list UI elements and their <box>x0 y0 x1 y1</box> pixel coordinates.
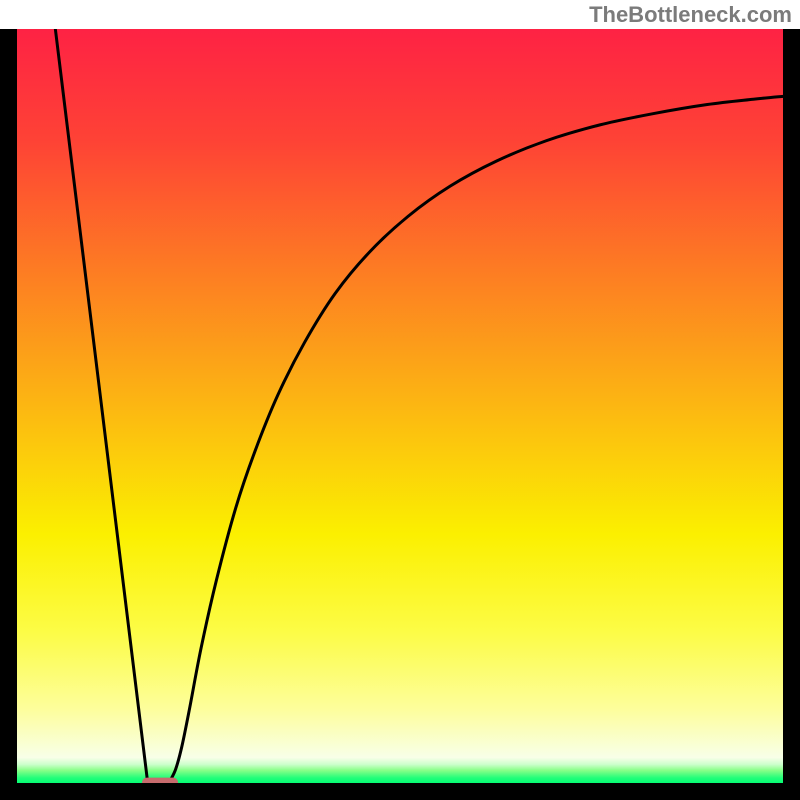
frame-bottom <box>0 783 800 800</box>
attribution-watermark: TheBottleneck.com <box>589 2 792 28</box>
bottleneck-chart <box>0 0 800 800</box>
frame-left <box>0 29 17 800</box>
frame-right <box>783 29 800 800</box>
plot-gradient-background <box>17 29 784 784</box>
